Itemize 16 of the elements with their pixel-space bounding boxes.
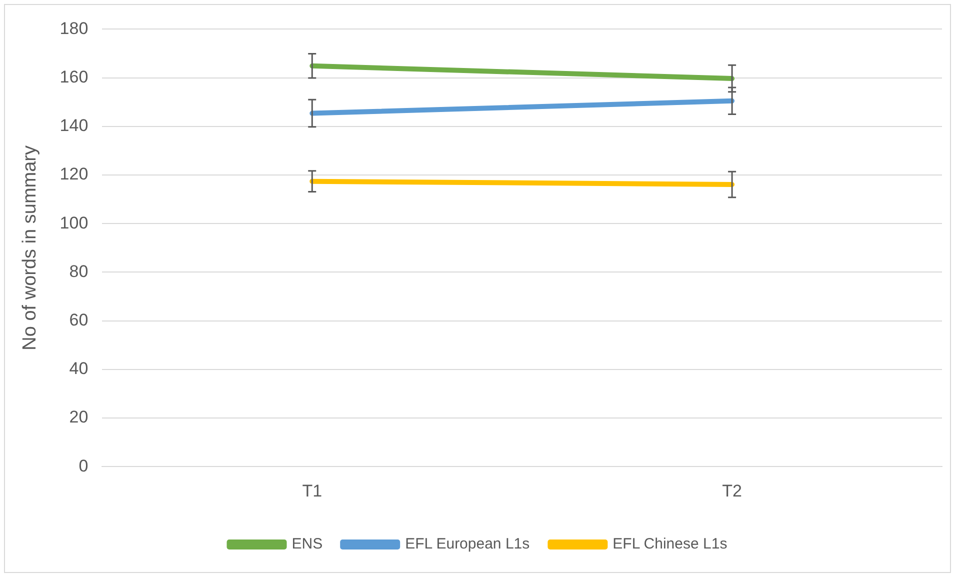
- y-axis-title: No of words in summary: [20, 144, 41, 350]
- y-tick-label: 80: [69, 262, 88, 281]
- x-tick-label: T2: [722, 481, 742, 500]
- y-tick-label: 60: [69, 310, 88, 330]
- y-tick-label: 20: [69, 408, 88, 427]
- x-tick-label: T1: [302, 481, 322, 500]
- legend-label: EFL European L1s: [405, 536, 530, 553]
- y-tick-label: 180: [60, 18, 88, 38]
- y-tick-label: 0: [78, 456, 88, 476]
- legend-label: EFL Chinese L1s: [612, 536, 728, 553]
- y-tick-label: 120: [60, 164, 88, 184]
- y-tick-label: 160: [60, 67, 88, 86]
- y-tick-label: 140: [60, 116, 88, 136]
- y-tick-label: 100: [60, 213, 88, 232]
- y-tick-label: 40: [69, 359, 88, 378]
- legend-label: ENS: [292, 536, 323, 553]
